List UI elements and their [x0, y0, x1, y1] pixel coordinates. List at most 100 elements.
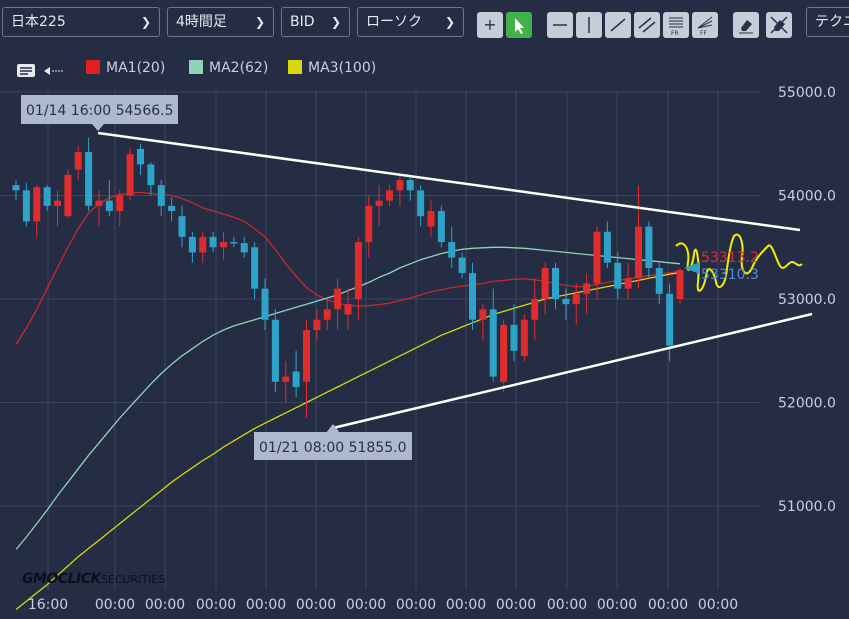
candle-body — [303, 330, 310, 382]
x-tick-label: 00:00 — [597, 597, 637, 613]
candle-body — [562, 299, 570, 305]
candle-body — [230, 242, 238, 244]
ma1-label: MA1(20) — [106, 60, 166, 76]
timeframe-select[interactable]: 4時間足 ❯ — [167, 7, 274, 37]
candle-body — [74, 152, 82, 170]
candle-body — [323, 309, 331, 320]
candle-body — [344, 304, 352, 315]
legend-ma3[interactable]: MA3(100) — [288, 60, 376, 76]
toolbar: 日本225 ❯ 4時間足 ❯ BID ❯ ローソク ❯ + FR FF テクニ — [0, 0, 849, 50]
candle-body — [396, 179, 404, 191]
svg-text:FR: FR — [671, 30, 679, 37]
x-tick-label: 00:00 — [496, 597, 536, 613]
candle-body — [137, 148, 144, 165]
candle-body — [500, 324, 508, 382]
channel-button[interactable] — [634, 12, 660, 38]
candle-body — [614, 262, 622, 289]
candle-body — [209, 236, 217, 248]
current-price-marker — [684, 262, 700, 274]
candle-body — [635, 226, 642, 279]
ma1-swatch — [86, 60, 100, 74]
candle-body — [386, 190, 393, 201]
ma-line-3 — [15, 271, 681, 611]
upper-trendline[interactable] — [97, 131, 801, 232]
candle-body — [12, 185, 20, 191]
horizontal-line-icon — [553, 24, 567, 26]
candle-body — [427, 211, 435, 227]
candle-body — [531, 299, 539, 320]
chart-grid — [0, 90, 760, 590]
x-tick-label: 00:00 — [296, 597, 336, 613]
candle-body — [552, 267, 559, 299]
legend-ma2[interactable]: MA2(62) — [189, 60, 268, 76]
candle-body — [593, 231, 601, 284]
technical-menu[interactable]: テクニ — [806, 7, 849, 37]
candle-body — [199, 236, 207, 253]
crosshair-button[interactable]: + — [477, 12, 503, 38]
price-type-select[interactable]: BID ❯ — [281, 7, 350, 37]
candle-body — [375, 200, 383, 206]
chevron-down-icon: ❯ — [330, 15, 341, 29]
trend-line-button[interactable] — [605, 12, 631, 38]
candle-body — [510, 324, 518, 351]
clear-all-icon — [770, 16, 788, 34]
channel-icon — [638, 17, 656, 33]
candle-body — [105, 200, 113, 212]
y-tick-label: 53000.0 — [778, 292, 836, 308]
fib-retracement-button[interactable]: FR — [663, 12, 689, 38]
candle-body — [655, 267, 663, 294]
candle-body — [417, 190, 425, 217]
candle-body — [458, 257, 466, 274]
pointer-button[interactable] — [506, 12, 532, 38]
price-type-value: BID — [290, 14, 315, 30]
chevron-down-icon: ❯ — [444, 15, 455, 29]
candle-body — [354, 242, 362, 299]
candle-body — [95, 200, 103, 206]
candle-body — [251, 247, 259, 289]
x-tick-label: 00:00 — [246, 597, 286, 613]
x-tick-label: 00:00 — [446, 597, 486, 613]
ma3-swatch — [288, 60, 302, 74]
candle-body — [22, 190, 30, 222]
ma1-current-value: 53313.2 — [701, 250, 759, 266]
eraser-icon — [739, 20, 753, 34]
candle-body — [334, 288, 342, 310]
candle-body — [261, 288, 269, 320]
clear-all-button[interactable] — [766, 12, 792, 38]
vertical-line-button[interactable] — [576, 12, 602, 38]
horizontal-line-button[interactable] — [547, 12, 573, 38]
x-tick-label: 00:00 — [547, 597, 587, 613]
cursor-arrow-icon — [515, 18, 524, 34]
x-tick-label: 00:00 — [145, 597, 185, 613]
candle-body — [43, 187, 51, 206]
symbol-select[interactable]: 日本225 ❯ — [2, 7, 160, 37]
collapse-legend-icon[interactable] — [42, 62, 66, 84]
candle-body — [271, 319, 279, 382]
y-tick-label: 51000.0 — [778, 499, 836, 515]
candle-body — [292, 371, 300, 387]
comment-icon[interactable] — [16, 62, 38, 84]
candle-body — [240, 243, 248, 253]
x-tick-label: 00:00 — [95, 597, 135, 613]
lower-trendline[interactable] — [332, 312, 813, 430]
y-tick-label: 52000.0 — [778, 396, 836, 412]
x-axis: 16:00 00:00 00:00 00:00 00:00 00:00 00:00 00:00… — [28, 597, 738, 613]
ma2-current-value: 53310.3 — [701, 267, 759, 283]
timeframe-value: 4時間足 — [176, 14, 227, 30]
fib-fan-button[interactable]: FF — [692, 12, 718, 38]
legend-ma1[interactable]: MA1(20) — [86, 60, 165, 76]
x-tick-label: 00:00 — [396, 597, 436, 613]
eraser-button[interactable] — [733, 12, 759, 38]
user-drawings — [97, 131, 813, 430]
technical-label: テクニ — [815, 14, 849, 30]
low-callout-text: 01/21 08:00 51855.0 — [259, 440, 407, 456]
callouts: 01/14 16:00 54566.5 01/21 08:00 51855.0 — [21, 95, 412, 460]
svg-text:FF: FF — [700, 30, 707, 37]
chart-style-select[interactable]: ローソク ❯ — [357, 7, 464, 37]
logo-main: GMOCLICK — [22, 571, 101, 587]
candle-body — [116, 195, 124, 212]
candle-body — [178, 216, 186, 237]
symbol-value: 日本225 — [11, 14, 66, 30]
yellow-freehand-drawing[interactable] — [675, 233, 803, 292]
